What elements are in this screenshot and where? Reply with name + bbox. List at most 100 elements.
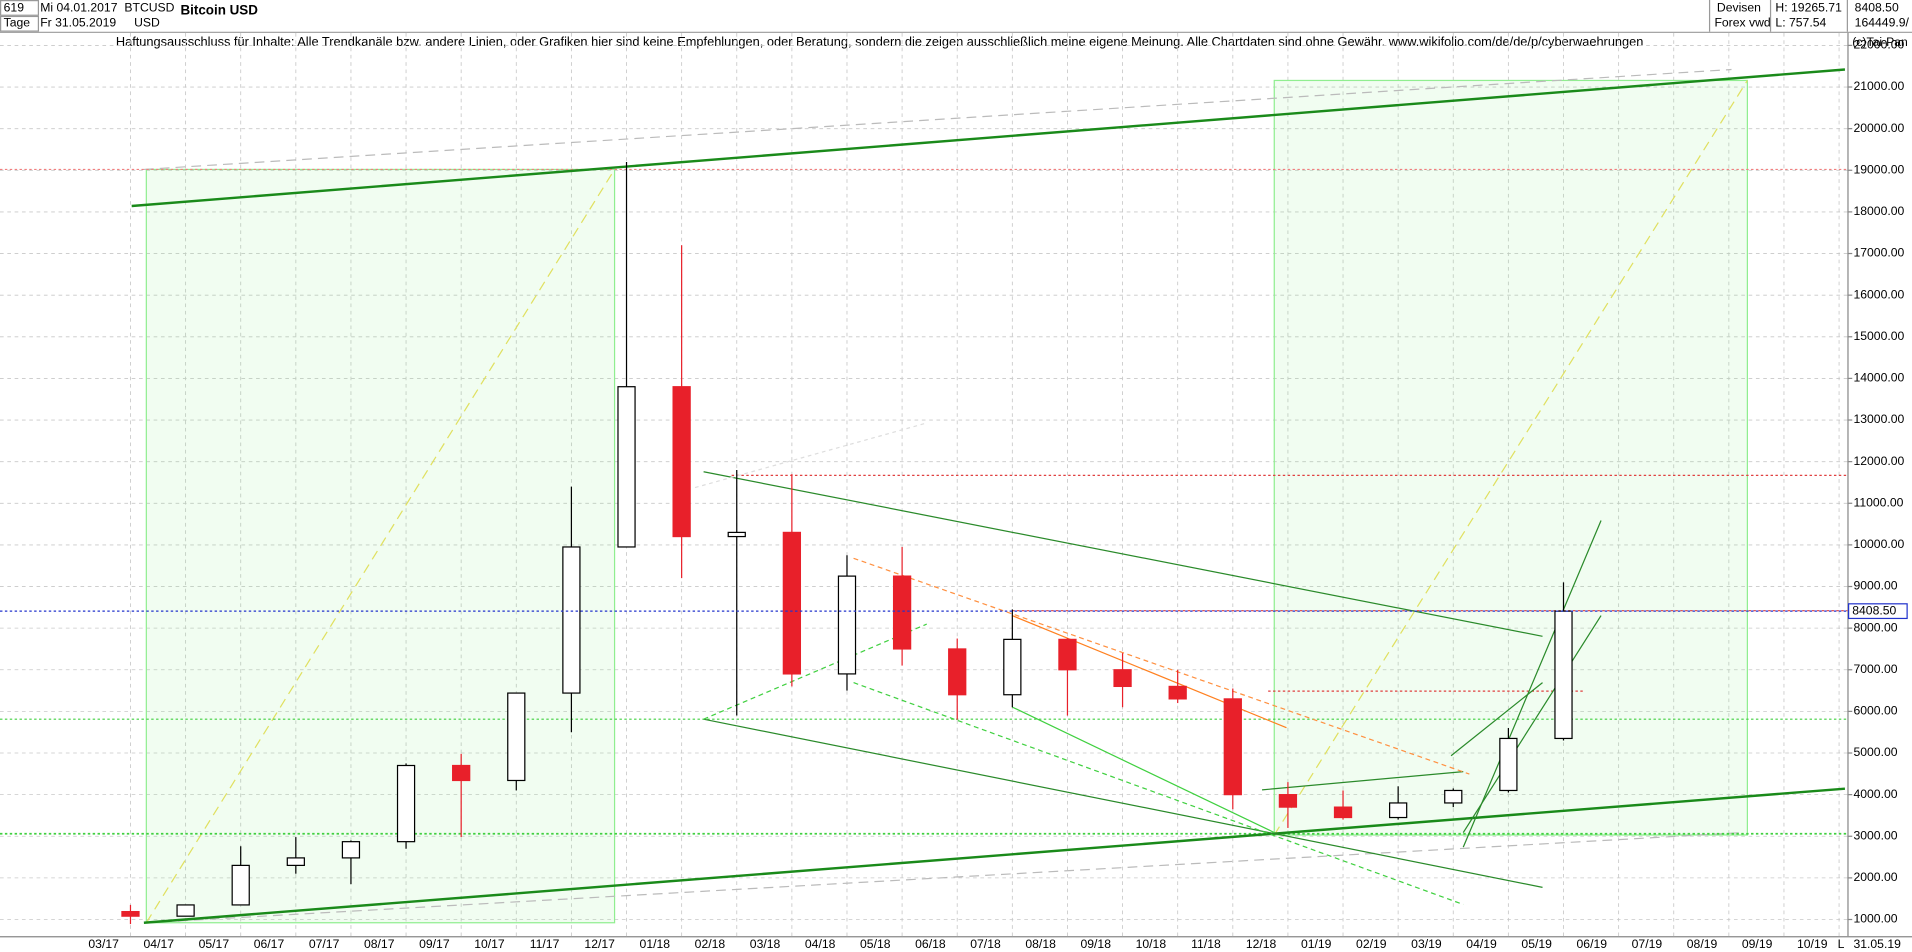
y-tick-label: 10000.00 [1853, 537, 1904, 551]
x-tick-label: 10/19 [1797, 937, 1828, 951]
source: Forex vwd [1714, 15, 1770, 29]
x-tick-label: 04/18 [805, 937, 836, 951]
candle-body [507, 692, 526, 782]
y-tick-label: 17000.00 [1853, 246, 1904, 260]
candle-body [452, 764, 471, 782]
candle-body [341, 841, 361, 859]
y-tick-label: 21000.00 [1853, 79, 1904, 93]
x-tick-label: 09/18 [1080, 937, 1111, 951]
candle-body [176, 904, 195, 917]
candle-body [1113, 669, 1132, 688]
x-tick-label: 11/18 [1191, 937, 1221, 951]
x-tick-label: 04/17 [144, 937, 175, 951]
x-tick-label: 10/18 [1136, 937, 1167, 951]
y-tick-label: 14000.00 [1853, 371, 1904, 385]
x-tick-label: 05/17 [199, 937, 230, 951]
candle-body [231, 864, 250, 906]
end-date: Fr 31.05.2019 [40, 15, 116, 29]
candle-body [672, 386, 691, 538]
candles [121, 161, 1573, 925]
x-tick-label: 09/17 [419, 937, 450, 951]
market: Devisen [1717, 1, 1761, 15]
y-tick-label: 22000.00 [1853, 38, 1904, 52]
x-tick-label: 01/18 [640, 937, 671, 951]
y-tick-label: 13000.00 [1853, 412, 1904, 426]
y-tick-label: 19000.00 [1853, 162, 1904, 176]
x-tick-label: 06/19 [1577, 937, 1608, 951]
channel-line [703, 471, 1543, 637]
x-tick-label: 07/18 [970, 937, 1001, 951]
x-tick-label: 03/17 [88, 937, 119, 951]
x-tick-label: 05/18 [860, 937, 891, 951]
y-tick-label: 15000.00 [1853, 329, 1904, 343]
y-tick-label: 3000.00 [1853, 828, 1897, 842]
currency: USD [134, 15, 160, 29]
trendline [146, 831, 1744, 924]
y-tick-label: 20000.00 [1853, 121, 1904, 135]
candle-body [727, 531, 746, 538]
candle-body [1168, 685, 1187, 700]
candle-body [617, 386, 636, 548]
candle-body [1278, 794, 1298, 808]
trendline [853, 682, 1464, 906]
chart-title: Bitcoin USD [180, 3, 258, 18]
y-tick-label: 4000.00 [1853, 787, 1897, 801]
channel-line [143, 787, 1846, 924]
y-tick-label: 11000.00 [1853, 495, 1903, 509]
trendline [1462, 520, 1602, 848]
candle-body [1389, 802, 1408, 819]
x-tick-label: 02/18 [695, 937, 726, 951]
copyright: (c)Tai-Pan [1852, 35, 1908, 49]
candle-body [1003, 638, 1022, 696]
x-tick-label: 07/19 [1632, 937, 1663, 951]
last: 8408.50 [1855, 1, 1899, 15]
x-tick-label: 10/17 [474, 937, 505, 951]
candle-body [1444, 789, 1463, 804]
candle-body [1333, 806, 1353, 819]
trendline [1450, 682, 1543, 757]
axis-date: 31.05.19 [1853, 937, 1901, 951]
candle-body [1058, 638, 1077, 671]
candle-body [1223, 698, 1242, 796]
x-tick-label: 03/19 [1411, 937, 1442, 951]
last-price-box [1847, 603, 1908, 620]
channel-line [703, 718, 1543, 888]
high: H: 19265.71 [1775, 1, 1842, 15]
y-tick-label: 7000.00 [1853, 662, 1897, 676]
trendline [1462, 615, 1602, 833]
y-tick-label: 1000.00 [1853, 912, 1897, 926]
x-tick-label: 08/17 [364, 937, 395, 951]
scale: L [1838, 937, 1845, 951]
trendline [143, 68, 1732, 171]
count: 619 [4, 1, 25, 15]
x-tick-label: 06/18 [915, 937, 946, 951]
x-tick-label: 06/17 [254, 937, 285, 951]
candle-body [837, 575, 857, 675]
y-tick-label: 5000.00 [1853, 745, 1897, 759]
annotation: Haftungsausschluss für Inhalte: Alle Tre… [116, 34, 1644, 49]
x-tick-label: 05/19 [1521, 937, 1552, 951]
candle-body [892, 575, 912, 650]
candle-body [1499, 737, 1518, 792]
y-tick-label: 12000.00 [1853, 454, 1904, 468]
x-tick-label: 04/19 [1466, 937, 1497, 951]
channel-line [131, 68, 1846, 208]
x-tick-label: 03/18 [750, 937, 781, 951]
candle-body [562, 546, 581, 694]
count-box[interactable] [0, 0, 40, 16]
volume: 164449.9/ [1855, 15, 1910, 29]
period: Tage [4, 15, 31, 29]
y-tick-label: 8000.00 [1853, 620, 1897, 634]
low: L: 757.54 [1775, 15, 1826, 29]
x-tick-label: 08/18 [1025, 937, 1056, 951]
period-box[interactable] [0, 15, 40, 32]
x-tick-label: 11/17 [530, 937, 560, 951]
y-tick-label: 9000.00 [1853, 579, 1897, 593]
start-date: Mi 04.01.2017 [40, 1, 117, 15]
drawings [0, 68, 1848, 924]
candle-body [396, 764, 416, 843]
trendline [694, 422, 927, 489]
symbol: BTCUSD [124, 1, 174, 15]
x-tick-label: 08/19 [1687, 937, 1718, 951]
